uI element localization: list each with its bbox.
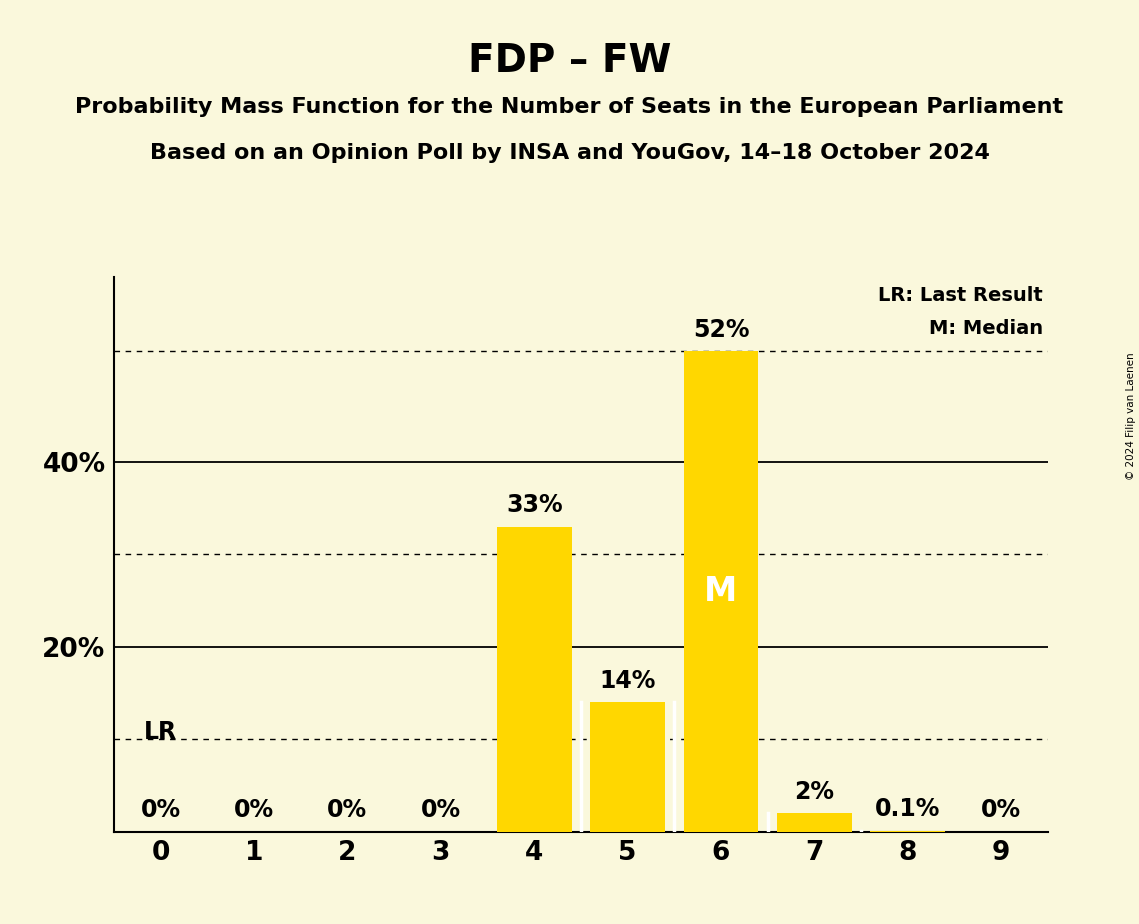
Bar (590, 702, 665, 832)
Text: 52%: 52% (693, 318, 749, 342)
Text: 0%: 0% (140, 798, 181, 822)
Text: © 2024 Filip van Laenen: © 2024 Filip van Laenen (1126, 352, 1136, 480)
Text: 0%: 0% (233, 798, 274, 822)
Text: M: Median: M: Median (929, 319, 1043, 338)
Bar (777, 813, 852, 832)
Text: 2%: 2% (794, 780, 835, 804)
Text: Probability Mass Function for the Number of Seats in the European Parliament: Probability Mass Function for the Number… (75, 97, 1064, 117)
Text: FDP – FW: FDP – FW (468, 42, 671, 79)
Text: 0.1%: 0.1% (875, 797, 941, 821)
Text: 0%: 0% (420, 798, 461, 822)
Text: 33%: 33% (506, 493, 563, 517)
Text: LR: LR (144, 720, 178, 744)
Bar (497, 527, 572, 832)
Bar (870, 831, 945, 832)
Text: 14%: 14% (599, 669, 656, 693)
Text: LR: Last Result: LR: Last Result (878, 286, 1043, 306)
Text: 0%: 0% (981, 798, 1022, 822)
Bar (683, 351, 759, 832)
Text: 0%: 0% (327, 798, 368, 822)
Text: Based on an Opinion Poll by INSA and YouGov, 14–18 October 2024: Based on an Opinion Poll by INSA and You… (149, 143, 990, 164)
Text: M: M (704, 575, 738, 608)
